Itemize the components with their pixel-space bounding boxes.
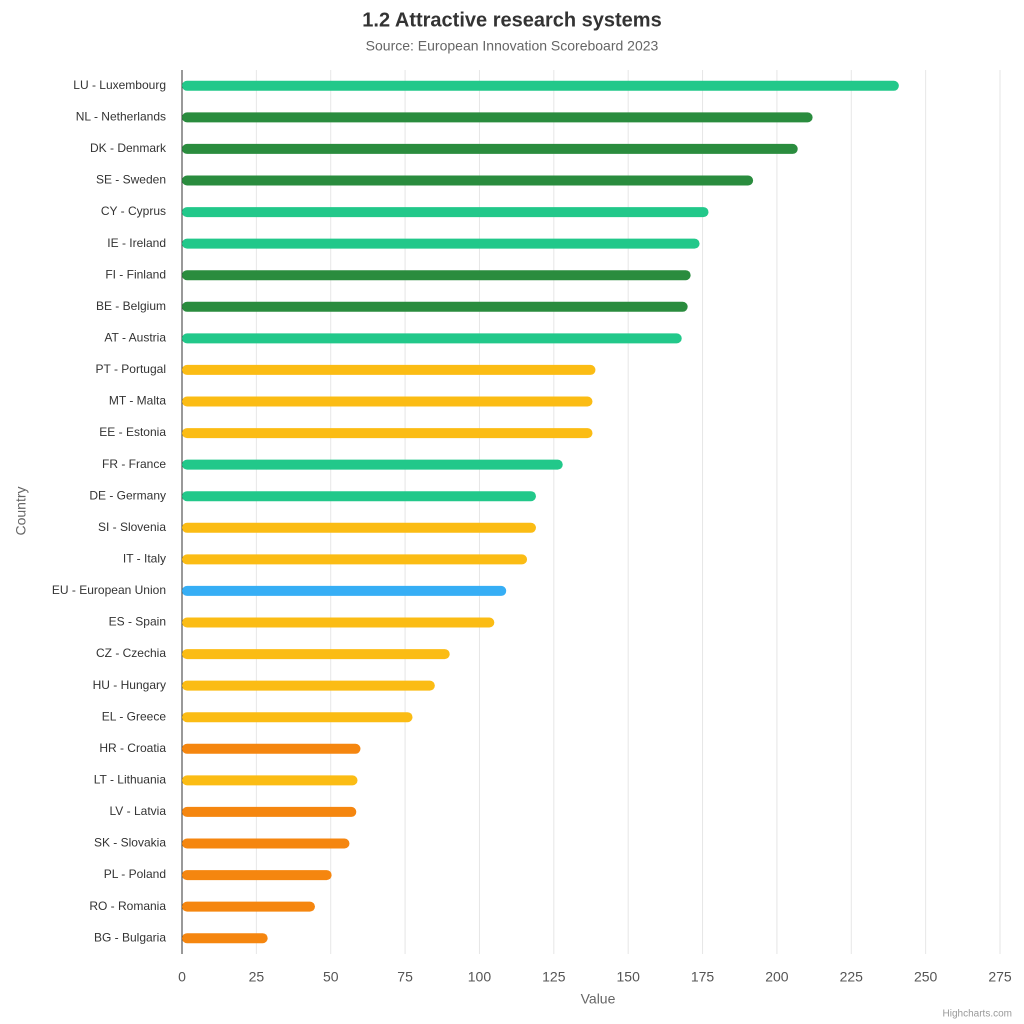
bar	[182, 554, 528, 565]
y-tick-label: IE - Ireland	[107, 236, 166, 250]
bar	[182, 838, 350, 849]
x-tick-label: 225	[840, 969, 864, 985]
bar	[182, 775, 358, 786]
x-axis-title: Value	[581, 991, 616, 1007]
y-tick-label: EU - European Union	[52, 583, 166, 597]
y-tick-label: SI - Slovenia	[98, 520, 166, 534]
chart-subtitle: Source: European Innovation Scoreboard 2…	[366, 38, 659, 54]
bar	[182, 301, 688, 312]
y-tick-label: DK - Denmark	[90, 141, 167, 155]
bar	[182, 207, 709, 218]
bar	[182, 428, 593, 439]
bar	[182, 933, 268, 944]
y-tick-label: PL - Poland	[104, 867, 166, 881]
credit: Highcharts.com	[943, 1009, 1012, 1020]
y-tick-label: EL - Greece	[102, 709, 167, 723]
y-tick-label: DE - Germany	[89, 488, 166, 502]
bar	[182, 238, 700, 249]
bar	[182, 491, 536, 502]
y-tick-label: LT - Lithuania	[94, 773, 167, 787]
y-tick-label: CY - Cyprus	[101, 204, 166, 218]
x-tick-label: 100	[468, 969, 492, 985]
x-tick-label: 25	[249, 969, 265, 985]
bar	[182, 270, 691, 281]
x-tick-label: 150	[617, 969, 641, 985]
x-tick-label: 200	[765, 969, 789, 985]
y-tick-label: HU - Hungary	[93, 678, 166, 692]
bar	[182, 806, 357, 817]
y-tick-label: NL - Netherlands	[76, 110, 166, 124]
bar	[182, 396, 593, 407]
bar	[182, 712, 413, 723]
y-axis-title: Country	[13, 486, 29, 535]
y-tick-label: IT - Italy	[123, 552, 166, 566]
y-tick-label: CZ - Czechia	[96, 646, 166, 660]
y-tick-label: SE - Sweden	[96, 173, 166, 187]
y-tick-label: FI - Finland	[105, 267, 166, 281]
y-tick-label: LU - Luxembourg	[73, 78, 166, 92]
y-tick-label: EE - Estonia	[99, 425, 166, 439]
bar	[182, 459, 563, 470]
y-tick-label: LV - Latvia	[110, 804, 167, 818]
bar	[182, 175, 754, 186]
bar	[182, 585, 507, 596]
x-tick-label: 175	[691, 969, 715, 985]
bar	[182, 680, 435, 691]
chart-title: 1.2 Attractive research systems	[362, 9, 661, 31]
bar	[182, 333, 682, 344]
y-tick-label: BE - Belgium	[96, 299, 166, 313]
x-tick-label: 0	[178, 969, 186, 985]
bar	[182, 522, 536, 533]
bar	[182, 649, 450, 660]
y-tick-label: BG - Bulgaria	[94, 930, 166, 944]
bar	[182, 743, 361, 754]
y-tick-label: RO - Romania	[89, 899, 166, 913]
y-tick-label: PT - Portugal	[96, 362, 166, 376]
x-tick-label: 50	[323, 969, 339, 985]
y-tick-label: FR - France	[102, 457, 166, 471]
bar	[182, 364, 596, 375]
y-tick-label: MT - Malta	[109, 394, 166, 408]
y-tick-label: SK - Slovakia	[94, 836, 166, 850]
bar	[182, 617, 495, 628]
x-tick-label: 125	[542, 969, 566, 985]
bar	[182, 870, 332, 881]
x-tick-label: 250	[914, 969, 938, 985]
y-tick-label: AT - Austria	[104, 331, 166, 345]
bar	[182, 143, 798, 154]
bar	[182, 112, 813, 123]
bar	[182, 901, 315, 912]
x-tick-label: 275	[988, 969, 1012, 985]
y-tick-label: HR - Croatia	[99, 741, 166, 755]
x-tick-label: 75	[397, 969, 413, 985]
bar	[182, 80, 899, 91]
y-tick-label: ES - Spain	[109, 615, 166, 629]
